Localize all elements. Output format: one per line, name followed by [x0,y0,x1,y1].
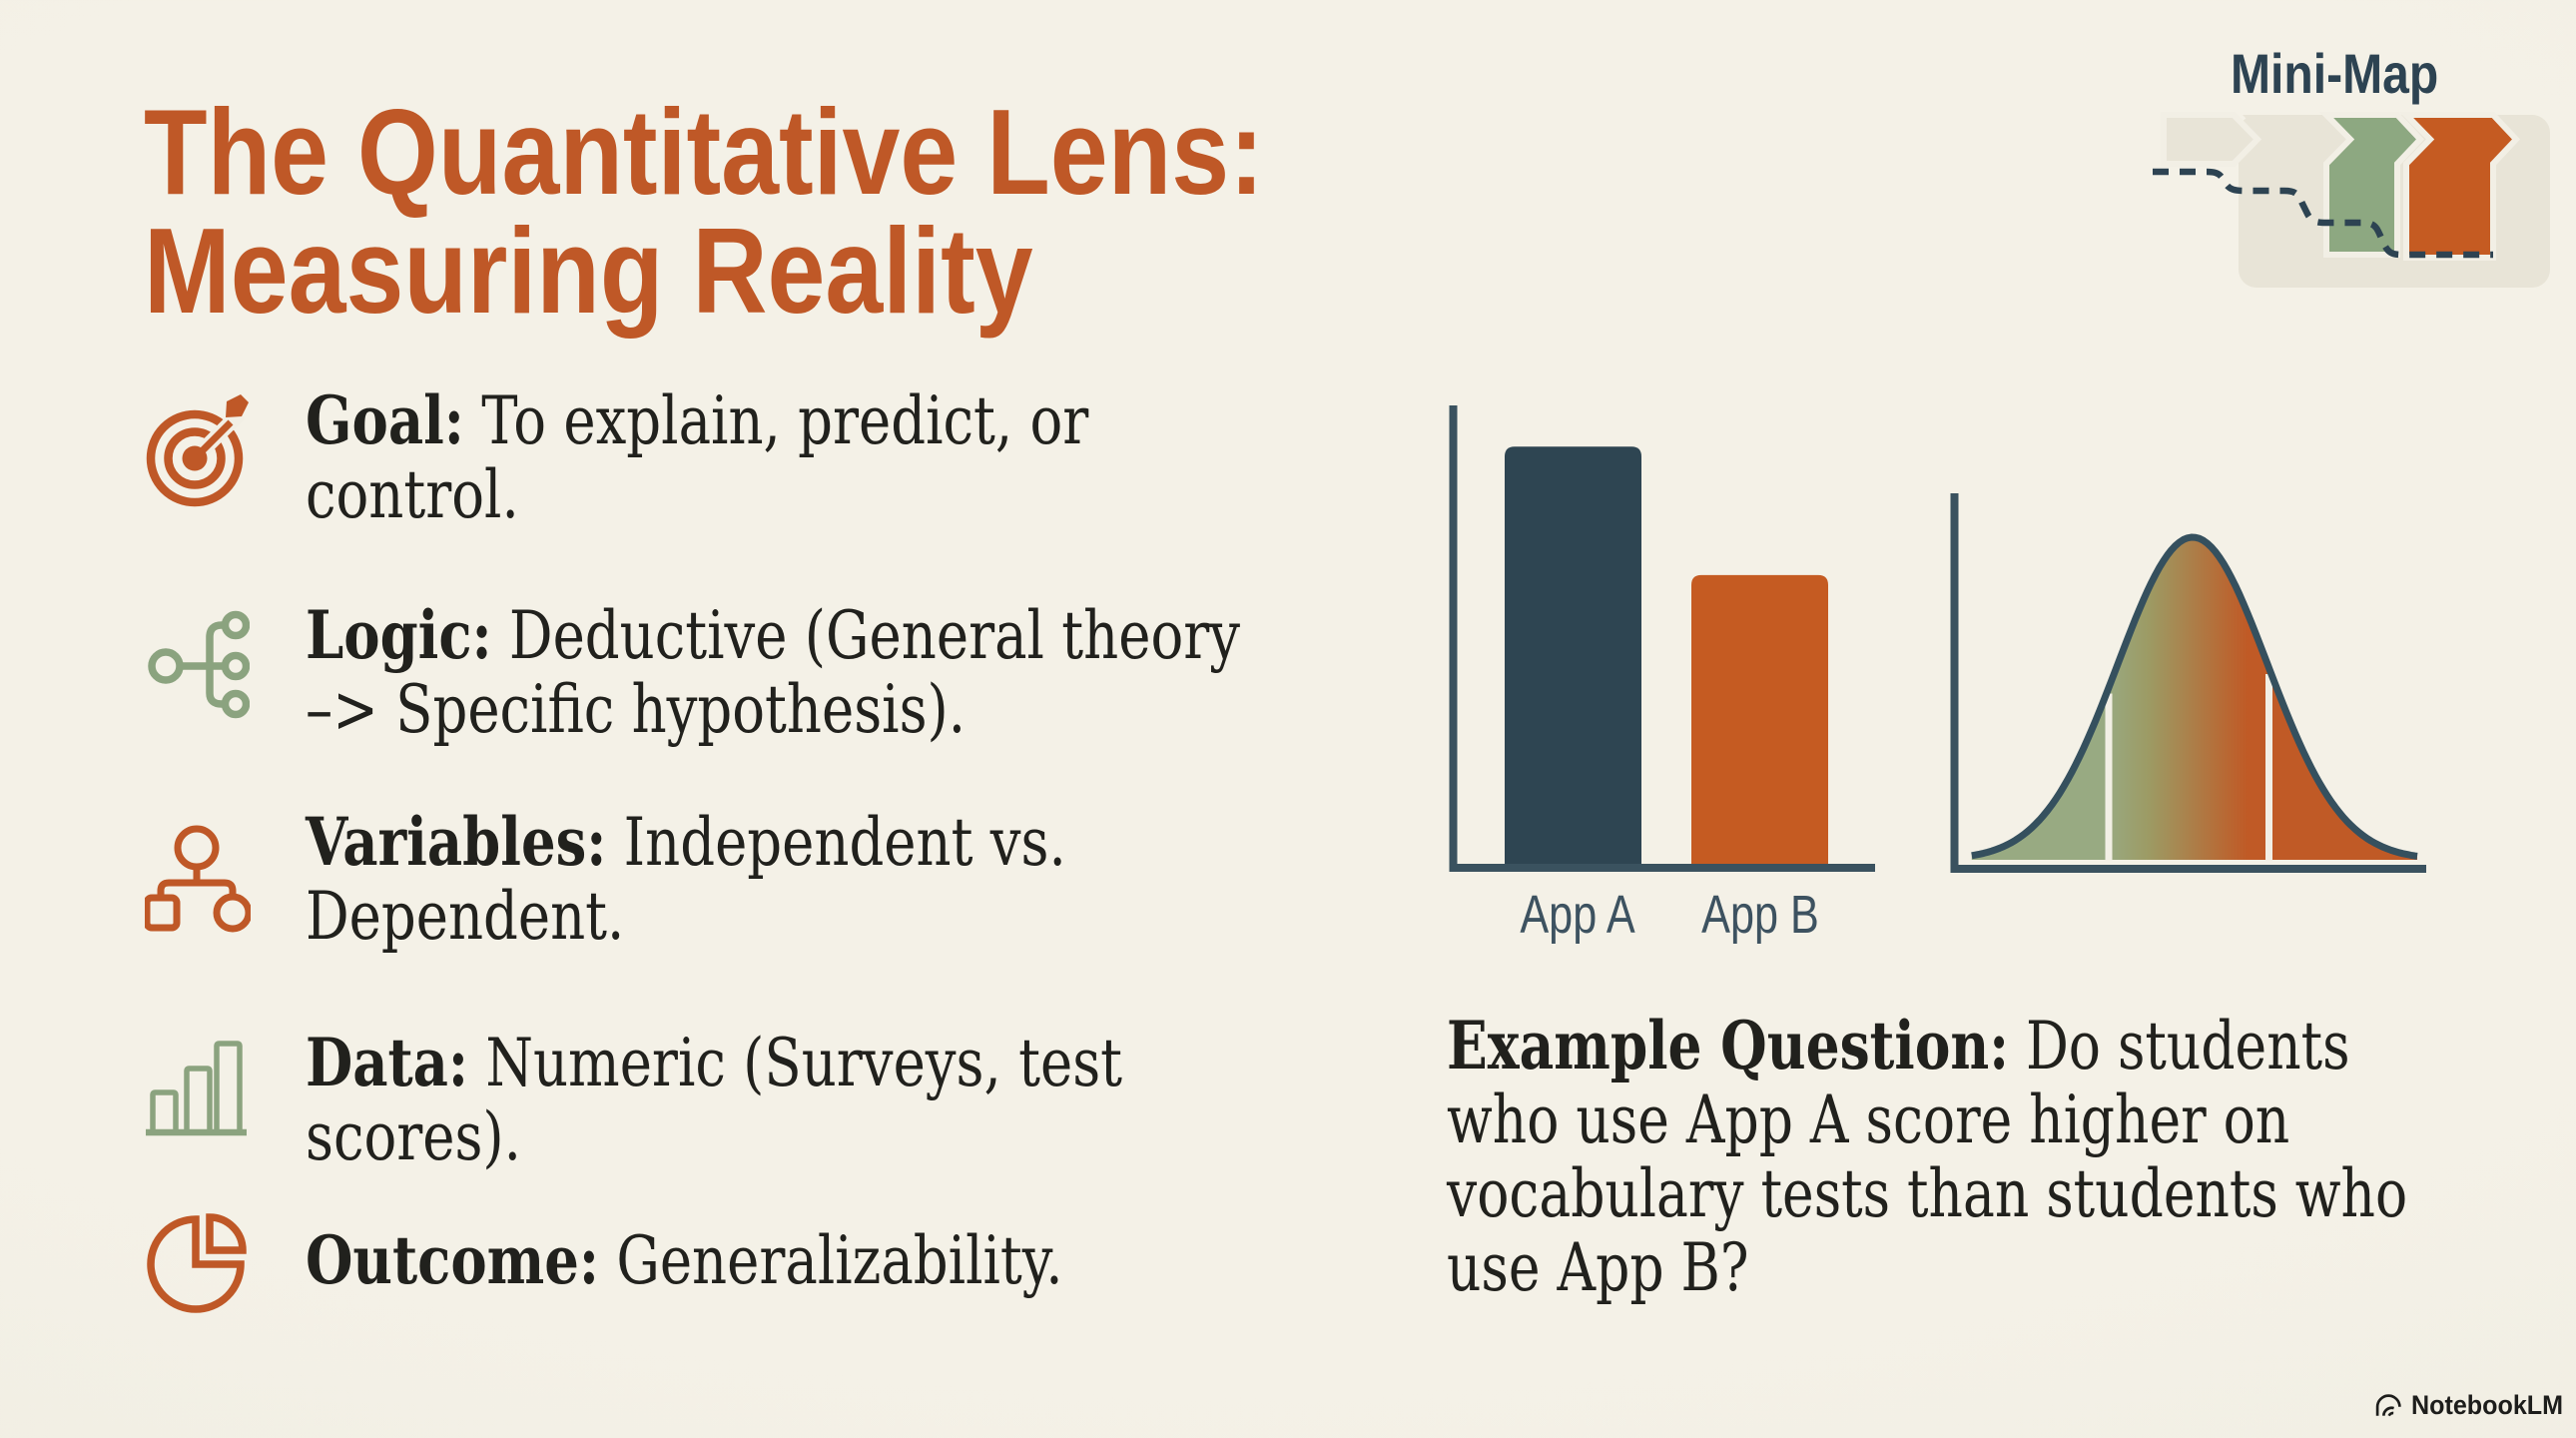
bullet-data-label: Data: [306,1024,469,1101]
bar-chart-bars [1505,446,1828,868]
bullet-goal-text: To explain, predict, or control. [306,382,1089,533]
bar-app-b [1691,574,1828,868]
minimap-graphic [2153,112,2550,288]
branch-icon [148,610,250,719]
footer-brand: NotebookLM [2374,1385,2574,1425]
pie-chart-icon [147,1213,247,1313]
slide-title: The Quantitative Lens: Measuring Reality [144,91,1264,332]
slide-title-line2: Measuring Reality [144,203,1033,339]
example-question-label: Example Question: [1447,1007,2009,1084]
bar-chart-icon [146,1041,247,1136]
notebooklm-wordmark: NotebookLM [2410,1390,2563,1420]
bullet-logic-label: Logic: [306,596,492,674]
org-chart-icon [145,825,251,933]
distribution-sd-markers [2105,674,2272,860]
bullet-logic: Logic: Deductive (General theory –> Spec… [306,598,1459,747]
bullet-goal-label: Goal: [306,381,464,459]
bullet-logic-text: Deductive (General theory –> Specific hy… [306,597,1241,748]
distribution-chart [1950,493,2426,873]
bar-label-app-a: App A [1520,885,1635,945]
bullet-goal: Goal: To explain, predict, or control. [306,383,1459,532]
example-question-text: Do students who use App A score higher o… [1447,1008,2408,1306]
notebooklm-logo-icon [2375,1394,2401,1417]
bullet-outcome-label: Outcome: [306,1221,600,1299]
distribution-curve-outline [1971,533,2419,860]
bullet-data-text: Numeric (Surveys, test scores). [306,1025,1123,1175]
target-icon [146,394,249,507]
minimap-title: Mini-Map [2231,42,2439,105]
slide-title-line1: The Quantitative Lens: [144,84,1264,220]
distribution-curve-fill [1971,537,2417,860]
minimap-path-dashed-line [2153,168,2493,259]
bullet-variables-label: Variables: [306,803,607,881]
minimap-step2-chevron [2243,115,2342,164]
bullet-variables: Variables: Independent vs. Dependent. [306,805,1459,954]
bullet-data: Data: Numeric (Surveys, test scores). [306,1026,1459,1174]
bar-label-app-b: App B [1701,885,1819,945]
bar-app-a [1505,446,1641,868]
example-question: Example Question: Do students who use Ap… [1447,1009,2576,1305]
bullet-outcome-text: Generalizability. [599,1222,1063,1299]
bar-chart [1449,405,1875,872]
minimap-step1-chevron [2161,112,2262,167]
bullet-outcome: Outcome: Generalizability. [306,1223,1459,1298]
bullet-variables-text: Independent vs. Dependent. [306,804,1066,955]
